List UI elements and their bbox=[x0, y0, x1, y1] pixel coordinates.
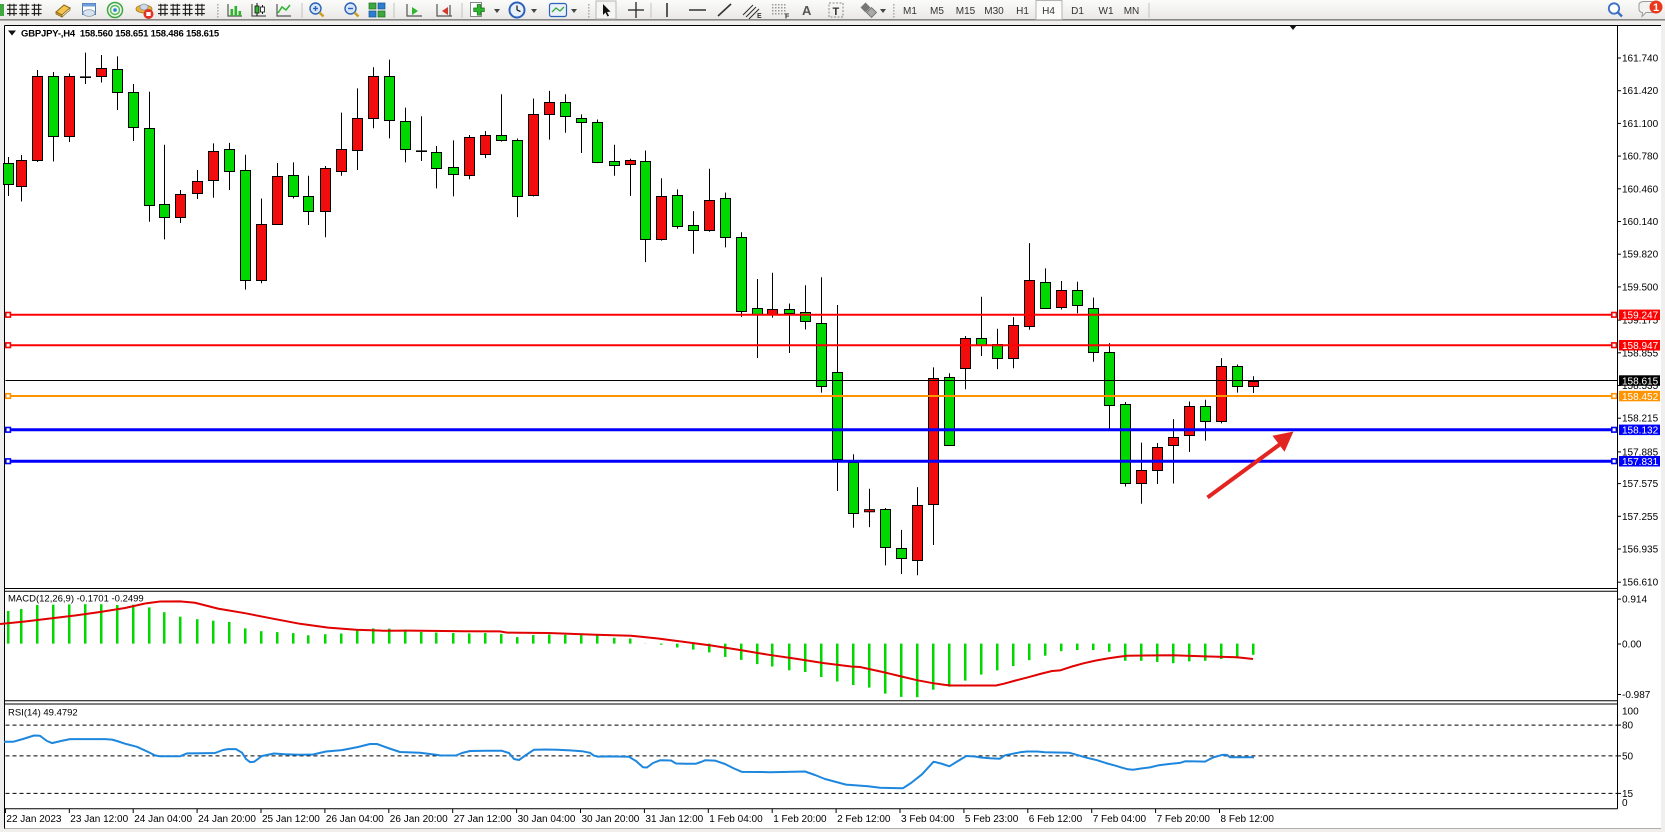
svg-text:-0.987: -0.987 bbox=[1622, 690, 1651, 701]
svg-text:161.100: 161.100 bbox=[1622, 119, 1659, 130]
svg-text:0.00: 0.00 bbox=[1622, 640, 1642, 651]
svg-text:26 Jan 20:00: 26 Jan 20:00 bbox=[390, 814, 448, 825]
svg-text:159.247: 159.247 bbox=[1622, 311, 1659, 322]
svg-text:159.175: 159.175 bbox=[1622, 316, 1659, 327]
svg-text:F: F bbox=[785, 14, 790, 21]
svg-text:M1: M1 bbox=[903, 6, 917, 17]
svg-text:15: 15 bbox=[1622, 789, 1634, 800]
svg-text:6 Feb 12:00: 6 Feb 12:00 bbox=[1029, 814, 1083, 825]
svg-text:157.255: 157.255 bbox=[1622, 512, 1659, 523]
svg-text:5 Feb 23:00: 5 Feb 23:00 bbox=[965, 814, 1019, 825]
svg-text:157.575: 157.575 bbox=[1622, 479, 1659, 490]
svg-text:156.610: 156.610 bbox=[1622, 578, 1659, 589]
svg-text:30 Jan 04:00: 30 Jan 04:00 bbox=[518, 814, 576, 825]
svg-text:0.914: 0.914 bbox=[1622, 595, 1647, 606]
svg-text:1 Feb 20:00: 1 Feb 20:00 bbox=[773, 814, 827, 825]
svg-text:H4: H4 bbox=[1042, 6, 1055, 17]
svg-text:158.535: 158.535 bbox=[1622, 381, 1659, 392]
svg-text:31 Jan 12:00: 31 Jan 12:00 bbox=[645, 814, 703, 825]
svg-text:T: T bbox=[833, 6, 840, 18]
svg-text:158.452: 158.452 bbox=[1622, 392, 1659, 403]
svg-text:E: E bbox=[757, 13, 762, 20]
svg-text:158.855: 158.855 bbox=[1622, 348, 1659, 359]
svg-text:2 Feb 12:00: 2 Feb 12:00 bbox=[837, 814, 891, 825]
svg-text:H1: H1 bbox=[1016, 6, 1029, 17]
svg-text:160.140: 160.140 bbox=[1622, 217, 1659, 228]
svg-text:M15: M15 bbox=[956, 6, 976, 17]
svg-text:M30: M30 bbox=[984, 6, 1004, 17]
svg-text:A: A bbox=[802, 3, 812, 18]
svg-text:1: 1 bbox=[1653, 2, 1659, 14]
svg-text:24 Jan 20:00: 24 Jan 20:00 bbox=[198, 814, 256, 825]
svg-text:M5: M5 bbox=[930, 6, 944, 17]
svg-text:MN: MN bbox=[1124, 6, 1140, 17]
svg-text:22 Jan 2023: 22 Jan 2023 bbox=[6, 814, 61, 825]
svg-text:27 Jan 12:00: 27 Jan 12:00 bbox=[454, 814, 512, 825]
svg-text:3 Feb 04:00: 3 Feb 04:00 bbox=[901, 814, 955, 825]
svg-text:30 Jan 20:00: 30 Jan 20:00 bbox=[582, 814, 640, 825]
svg-text:26 Jan 04:00: 26 Jan 04:00 bbox=[326, 814, 384, 825]
svg-text:158.615: 158.615 bbox=[1622, 376, 1659, 387]
svg-text:160.460: 160.460 bbox=[1622, 184, 1659, 195]
svg-text:80: 80 bbox=[1622, 721, 1634, 732]
svg-text:161.420: 161.420 bbox=[1622, 86, 1659, 97]
svg-text:158.132: 158.132 bbox=[1622, 426, 1659, 437]
svg-text:159.820: 159.820 bbox=[1622, 250, 1659, 261]
svg-text:100: 100 bbox=[1622, 706, 1639, 717]
svg-text:W1: W1 bbox=[1099, 6, 1114, 17]
svg-text:158.215: 158.215 bbox=[1622, 414, 1659, 425]
svg-text:RSI(14) 49.4792: RSI(14) 49.4792 bbox=[8, 708, 78, 719]
svg-text:158.947: 158.947 bbox=[1622, 341, 1659, 352]
svg-text:D1: D1 bbox=[1071, 6, 1084, 17]
svg-text:159.500: 159.500 bbox=[1622, 282, 1659, 293]
svg-text:GBPJPY-,H4 158.560 158.651 15: GBPJPY-,H4 158.560 158.651 158.486 158.6… bbox=[21, 29, 220, 40]
svg-text:0: 0 bbox=[1622, 798, 1628, 809]
svg-text:157.885: 157.885 bbox=[1622, 447, 1659, 458]
svg-text:160.780: 160.780 bbox=[1622, 152, 1659, 163]
svg-text:50: 50 bbox=[1622, 751, 1634, 762]
svg-text:23 Jan 12:00: 23 Jan 12:00 bbox=[70, 814, 128, 825]
svg-text:7 Feb 20:00: 7 Feb 20:00 bbox=[1157, 814, 1211, 825]
svg-text:1 Feb 04:00: 1 Feb 04:00 bbox=[709, 814, 763, 825]
svg-text:157.831: 157.831 bbox=[1622, 457, 1659, 468]
svg-text:MACD(12,26,9) -0.1701 -0.2499: MACD(12,26,9) -0.1701 -0.2499 bbox=[8, 594, 144, 605]
svg-text:7 Feb 04:00: 7 Feb 04:00 bbox=[1093, 814, 1147, 825]
svg-text:8 Feb 12:00: 8 Feb 12:00 bbox=[1221, 814, 1275, 825]
svg-text:25 Jan 12:00: 25 Jan 12:00 bbox=[262, 814, 320, 825]
svg-text:161.740: 161.740 bbox=[1622, 54, 1659, 65]
svg-text:24 Jan 04:00: 24 Jan 04:00 bbox=[134, 814, 192, 825]
svg-text:156.935: 156.935 bbox=[1622, 545, 1659, 556]
